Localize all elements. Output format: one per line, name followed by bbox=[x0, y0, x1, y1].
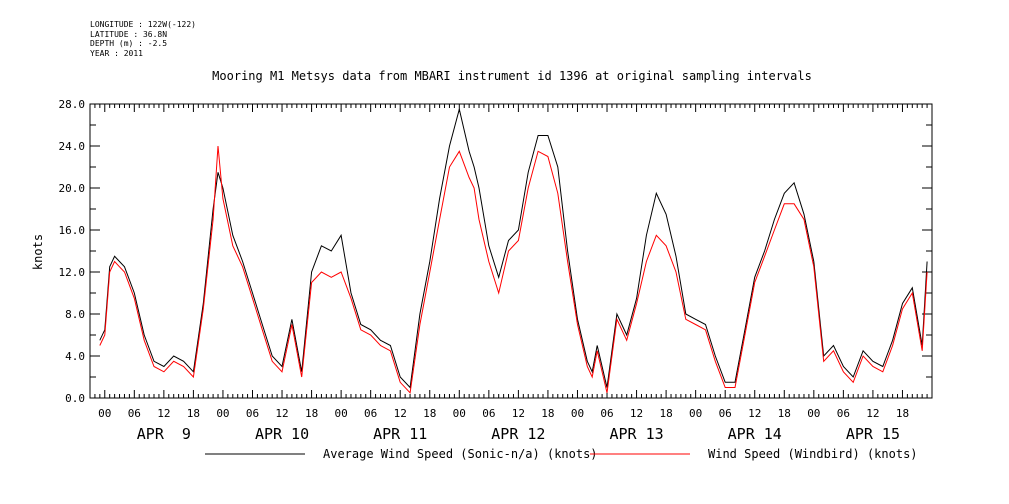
x-hour-label: 18 bbox=[423, 407, 436, 420]
x-day-label: APR 12 bbox=[491, 425, 545, 443]
x-hour-label: 06 bbox=[482, 407, 495, 420]
y-axis-label: knots bbox=[31, 234, 45, 270]
y-tick-label: 16.0 bbox=[59, 224, 86, 237]
longitude-label: LONGITUDE : 122W(-122) bbox=[90, 20, 196, 29]
x-hour-label: 12 bbox=[748, 407, 761, 420]
y-tick-label: 12.0 bbox=[59, 266, 86, 279]
x-hour-label: 12 bbox=[630, 407, 643, 420]
series-line-1 bbox=[99, 109, 928, 389]
year-label: YEAR : 2011 bbox=[90, 48, 143, 58]
x-hour-label: 06 bbox=[364, 407, 377, 420]
x-hour-label: 12 bbox=[157, 407, 170, 420]
series-line-2 bbox=[99, 145, 928, 394]
x-hour-label: 18 bbox=[541, 407, 554, 420]
x-hour-label: 00 bbox=[571, 407, 584, 420]
x-hour-label: 12 bbox=[394, 407, 407, 420]
legend: Average Wind Speed (Sonic-n/a) (knots) Wi… bbox=[205, 447, 918, 461]
legend-label-1: Average Wind Speed (Sonic-n/a) (knots) bbox=[323, 447, 598, 461]
y-tick-label: 24.0 bbox=[59, 140, 86, 153]
x-hour-label: 18 bbox=[778, 407, 791, 420]
y-axis: 0.0 4.0 8.0 12.0 16.0 20.0 24.0 28.0 bbox=[59, 98, 932, 405]
y-tick-label: 4.0 bbox=[65, 350, 85, 363]
series-layer bbox=[99, 109, 928, 394]
plot-border bbox=[89, 103, 933, 399]
x-day-label: APR 9 bbox=[137, 425, 191, 443]
x-hour-label: 18 bbox=[896, 407, 909, 420]
y-tick-label: 8.0 bbox=[65, 308, 85, 321]
x-day-label: APR 10 bbox=[255, 425, 309, 443]
y-tick-label: 28.0 bbox=[59, 98, 86, 111]
x-hour-label: 00 bbox=[216, 407, 229, 420]
x-day-label: APR 11 bbox=[373, 425, 427, 443]
y-tick-label: 20.0 bbox=[59, 182, 86, 195]
x-hour-label: 12 bbox=[275, 407, 288, 420]
x-hour-label: 06 bbox=[600, 407, 613, 420]
x-axis: 00 06 12 18 APR 9 00 06 12 18 APR 10 00 06 12 18 APR 1… bbox=[89, 104, 933, 443]
x-hour-label: 06 bbox=[128, 407, 141, 420]
x-hour-label: 12 bbox=[512, 407, 525, 420]
x-hour-label: 00 bbox=[453, 407, 466, 420]
y-tick-label: 0.0 bbox=[65, 392, 85, 405]
x-hour-label: 00 bbox=[98, 407, 111, 420]
x-hour-label: 18 bbox=[187, 407, 200, 420]
plot-frame bbox=[89, 103, 933, 399]
x-hour-label: 18 bbox=[659, 407, 672, 420]
legend-label-2: Wind Speed (Windbird) (knots) bbox=[708, 447, 918, 461]
x-hour-label: 06 bbox=[719, 407, 732, 420]
x-hour-label: 00 bbox=[689, 407, 702, 420]
x-hour-label: 00 bbox=[334, 407, 347, 420]
latitude-label: LATITUDE : 36.8N bbox=[90, 29, 168, 39]
x-day-label: APR 13 bbox=[609, 425, 663, 443]
x-hour-label: 06 bbox=[246, 407, 259, 420]
x-hour-label: 12 bbox=[866, 407, 879, 420]
x-hour-label: 00 bbox=[807, 407, 820, 420]
x-day-label: APR 15 bbox=[846, 425, 900, 443]
x-hour-label: 06 bbox=[837, 407, 850, 420]
station-metadata: LONGITUDE : 122W(-122) LATITUDE : 36.8N … bbox=[90, 20, 196, 58]
chart-title: Mooring M1 Metsys data from MBARI instru… bbox=[212, 69, 812, 83]
x-hour-label: 18 bbox=[305, 407, 318, 420]
depth-label: DEPTH (m) : -2.5 bbox=[90, 39, 168, 48]
x-day-label: APR 14 bbox=[728, 425, 782, 443]
